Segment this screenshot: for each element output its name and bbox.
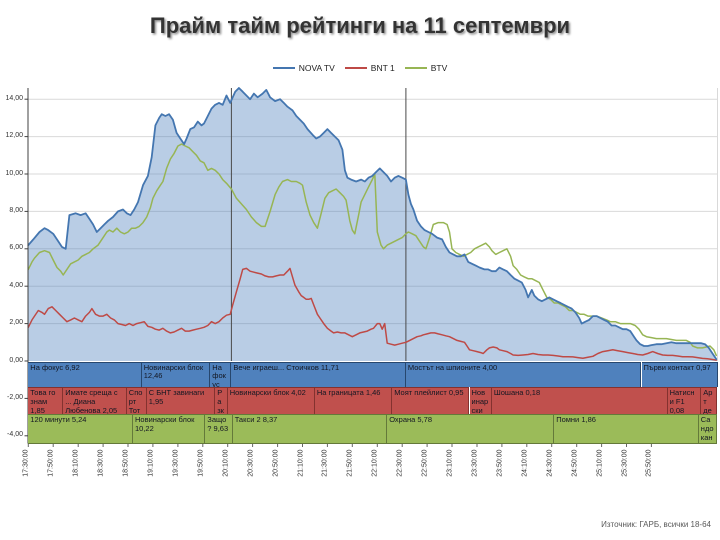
legend-line-swatch	[404, 67, 427, 69]
x-tick-label: 18:30:00	[97, 449, 105, 477]
x-tick-label: 19:10:00	[147, 449, 155, 477]
x-tick-label: 23:50:00	[496, 449, 504, 477]
x-axis	[27, 443, 652, 447]
x-tick-label: 21:10:00	[297, 449, 304, 477]
x-tick-label: 19:30:00	[172, 449, 180, 477]
y-tick-label: -4,00	[7, 431, 23, 439]
series-line-bnt-1	[27, 267, 718, 361]
x-tick-label: 24:30:00	[546, 449, 554, 477]
program-segment: Новинарски блок 10,22	[133, 414, 206, 444]
x-tick-label: 25:50:00	[645, 449, 653, 477]
program-segment: Новинарски блок 12,46	[141, 361, 211, 387]
y-tick-label: 10,00	[5, 169, 23, 177]
series-line-nova-tv	[27, 87, 718, 360]
x-tick-label: 21:30:00	[321, 449, 329, 477]
x-tick-label: 17:50:00	[47, 449, 55, 477]
x-tick-label: 18:10:00	[72, 449, 80, 477]
program-segment: Спорт Тото	[126, 387, 147, 414]
legend-item: BTV	[404, 63, 448, 73]
program-segment: Мостът на шпионите 4,00	[405, 361, 642, 387]
x-tick-label: 22:10:00	[371, 449, 379, 477]
x-tick-label: 25:30:00	[621, 449, 628, 477]
x-tick-label: 24:10:00	[521, 449, 529, 477]
program-segment: Арт дет	[701, 387, 718, 414]
y-tick-label: 8,00	[9, 206, 23, 214]
x-tick-label: 20:10:00	[222, 449, 230, 477]
y-tick-label: 14,00	[5, 94, 23, 102]
x-tick-label: 18:50:00	[122, 449, 130, 477]
program-segment: Сандокан	[698, 414, 718, 444]
x-tick-label: 25:10:00	[596, 449, 604, 477]
y-tick-label: 4,00	[9, 281, 23, 289]
program-segment: Защо? 9,63	[205, 414, 233, 444]
x-tick-label: 17:30:00	[22, 449, 30, 477]
y-tick-label: -2,00	[7, 393, 23, 401]
nova-tv-area	[28, 88, 717, 361]
x-tick-label: 20:50:00	[272, 449, 280, 477]
program-segment: На фокус	[210, 361, 232, 387]
x-tick-label: 23:30:00	[471, 449, 479, 477]
x-tick-label: 21:50:00	[346, 449, 354, 477]
program-segment: Новинарски	[469, 387, 492, 414]
x-tick-label: 22:30:00	[396, 449, 404, 477]
x-tick-label: 20:30:00	[247, 449, 255, 477]
program-segment: 120 минути 5,24	[28, 414, 133, 444]
program-segment: Охрана 5,78	[387, 414, 555, 444]
program-segment: Разка	[215, 387, 228, 414]
y-tick-label: 0,00	[9, 356, 23, 364]
x-tick-label: 24:50:00	[571, 449, 579, 477]
program-segment: Шошана 0,18	[491, 387, 668, 414]
legend-label: BTV	[430, 63, 448, 73]
y-tick-label: 6,00	[9, 244, 23, 252]
program-segment: Натисни F1 0,08	[667, 387, 702, 414]
source-note: Източник: ГАРБ, всички 18-64	[601, 520, 711, 529]
program-segment: Помни 1,86	[554, 414, 699, 444]
program-segment: Това го знам 1,85	[28, 387, 64, 414]
program-segment: На границата 1,46	[314, 387, 393, 414]
program-segment: С БНТ завинаги 1,95	[146, 387, 216, 414]
program-segment: Моят плейлист 0,95	[392, 387, 470, 414]
y-tick-label: 12,00	[5, 132, 23, 140]
legend-line-swatch	[344, 67, 367, 69]
program-segment: Вече играеш... Стоичков 11,71	[231, 361, 406, 387]
gridlines	[28, 88, 718, 361]
y-tick-label: 2,00	[9, 319, 23, 327]
program-segment: На фокус 6,92	[28, 361, 142, 387]
program-segment: Имате среща с ... Диана Любенова 2,05	[63, 387, 127, 414]
program-segment: Новинарски блок 4,02	[227, 387, 315, 414]
legend-item: BNT 1	[344, 63, 395, 73]
legend: NOVA TV BNT 1 BTV	[0, 63, 720, 73]
legend-line-swatch	[272, 67, 295, 69]
legend-label: NOVA TV	[298, 63, 335, 73]
x-tick-label: 19:50:00	[197, 449, 205, 477]
series-line-btv	[27, 143, 718, 357]
legend-label: BNT 1	[370, 63, 395, 73]
x-tick-label: 23:10:00	[446, 449, 454, 477]
program-segment: Първи контакт 0,97	[641, 361, 718, 387]
program-segment: Такси 2 8,37	[232, 414, 388, 444]
y-axis	[24, 88, 29, 444]
legend-item: NOVA TV	[272, 63, 335, 73]
chart-title: Прайм тайм рейтинги на 11 септември	[149, 13, 571, 38]
x-tick-label: 22:50:00	[421, 449, 429, 477]
